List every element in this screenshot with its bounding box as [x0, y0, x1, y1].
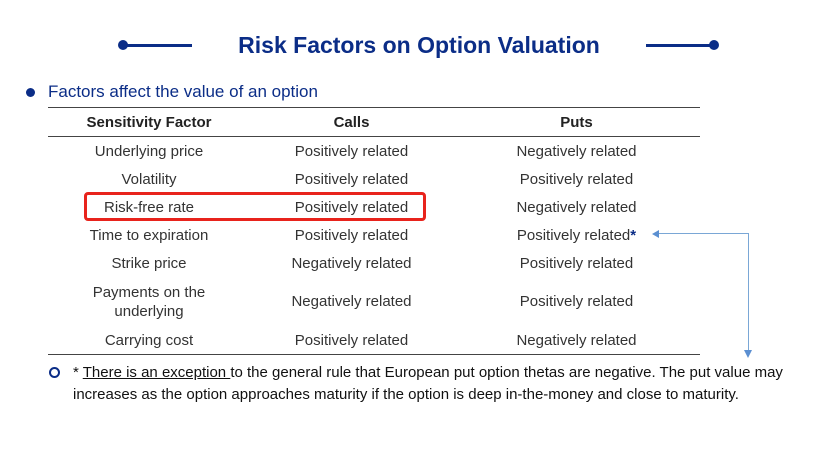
connector-vertical: [748, 233, 749, 351]
calls-cell: Positively related: [294, 226, 409, 244]
factor-cell: Strike price: [111, 254, 187, 272]
table-row: Underlying price Positively related Nega…: [48, 137, 700, 166]
table-row: Payments on the underlying Negatively re…: [48, 277, 700, 326]
sensitivity-table: Sensitivity Factor Calls Puts Underlying…: [48, 107, 700, 355]
bullet-dot: [26, 88, 35, 97]
table-header-row: Sensitivity Factor Calls Puts: [48, 107, 700, 137]
puts-cell: Positively related: [519, 254, 634, 272]
factor-cell: Payments on the underlying: [48, 277, 250, 326]
risk-free-rate-highlight: [84, 192, 426, 221]
header-puts: Puts: [453, 107, 700, 137]
puts-cell: Positively related: [519, 293, 634, 310]
puts-cell: Positively related: [519, 170, 634, 188]
table-row: Volatility Positively related Positively…: [48, 165, 700, 193]
factor-cell: Time to expiration: [89, 226, 209, 244]
puts-cell: Negatively related: [453, 326, 700, 355]
factor-cell: Volatility: [121, 170, 177, 188]
puts-cell-text: Positively related: [516, 226, 631, 244]
calls-cell: Positively related: [294, 142, 409, 160]
header-sensitivity-factor: Sensitivity Factor: [48, 107, 250, 137]
table-row: Risk-free rate Positively related Negati…: [48, 193, 700, 221]
footnote-text: to the general rule that European put op…: [73, 364, 783, 403]
title-decoration-left: [122, 44, 192, 47]
title-dot-left: [118, 40, 128, 50]
calls-cell: Positively related: [294, 170, 409, 188]
puts-cell: Negatively related: [516, 198, 637, 216]
arrow-left-icon: [652, 230, 659, 238]
footnote-prefix: *: [73, 364, 83, 381]
factor-cell: Risk-free rate: [103, 198, 195, 216]
table-row: Strike price Negatively related Positive…: [48, 249, 700, 277]
connector-horizontal: [658, 233, 748, 234]
factor-cell: Carrying cost: [48, 326, 250, 355]
calls-cell: Positively related: [294, 198, 409, 216]
page-title: Risk Factors on Option Valuation: [238, 32, 600, 58]
asterisk-marker: *: [630, 226, 637, 244]
puts-cell: Negatively related: [516, 142, 637, 160]
table-row: Carrying cost Positively related Negativ…: [48, 326, 700, 355]
footnote-underlined: There is an exception: [82, 364, 231, 381]
footnote: * There is an exception to the general r…: [73, 362, 803, 406]
header-calls: Calls: [250, 107, 453, 137]
title-row: Risk Factors on Option Valuation: [0, 28, 817, 64]
section-heading: Factors affect the value of an option: [48, 82, 318, 101]
title-decoration-right: [646, 44, 714, 47]
factor-cell: Underlying price: [94, 142, 204, 160]
table-row: Time to expiration Positively related Po…: [48, 221, 700, 249]
arrow-down-icon: [744, 350, 752, 358]
calls-cell: Positively related: [250, 326, 453, 355]
puts-cell: Positively related*: [453, 221, 700, 249]
factor-cell-text: Payments on the underlying: [92, 283, 206, 320]
calls-cell: Negatively related: [291, 293, 412, 310]
title-dot-right: [709, 40, 719, 50]
note-bullet-circle-icon: [49, 367, 60, 378]
calls-cell: Negatively related: [291, 254, 412, 272]
